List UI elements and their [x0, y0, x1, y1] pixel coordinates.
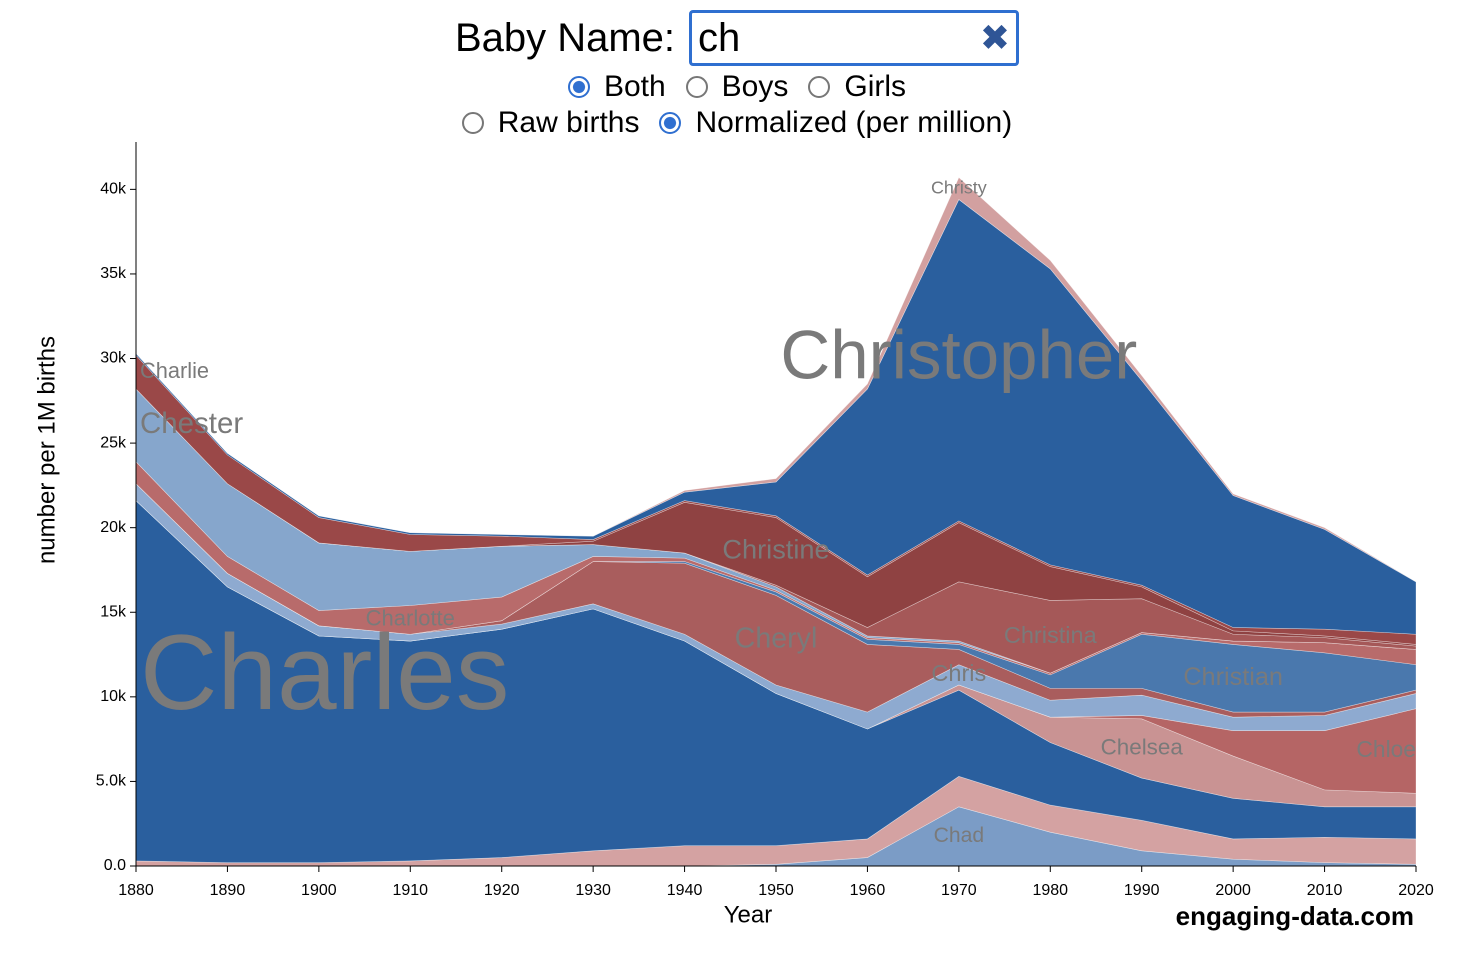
- radio-option[interactable]: Girls: [808, 70, 906, 104]
- credit: engaging-data.com: [1176, 901, 1414, 931]
- x-tick-label: 1970: [941, 882, 977, 899]
- series-label: Christine: [722, 534, 829, 565]
- radio-dot[interactable]: [461, 112, 484, 134]
- x-tick-label: 1990: [1124, 882, 1160, 899]
- y-tick-label: 20k: [100, 519, 127, 536]
- clear-button[interactable]: ✖: [979, 17, 1011, 58]
- area: [135, 177, 1417, 583]
- x-tick-label: 1980: [1032, 882, 1068, 899]
- series-label: Christina: [1004, 622, 1098, 648]
- series-label: Christy: [931, 177, 987, 197]
- sex-radios: Both Boys Girls: [0, 70, 1474, 104]
- x-tick-label: 1950: [758, 882, 794, 899]
- x-tick-label: 1920: [484, 882, 520, 899]
- y-axis-label: number per 1M births: [33, 336, 60, 564]
- y-tick-label: 0.0: [104, 857, 126, 874]
- radio-dot[interactable]: [659, 112, 682, 134]
- series-label: Chloe: [1356, 736, 1416, 762]
- y-tick-label: 15k: [100, 603, 127, 620]
- x-tick-label: 2020: [1398, 882, 1434, 899]
- series-label: Charlie: [140, 358, 209, 383]
- x-tick-label: 1940: [667, 882, 703, 899]
- x-tick-label: 2000: [1215, 882, 1251, 899]
- radio-label: Both: [603, 70, 666, 103]
- radio-label: Normalized (per million): [695, 106, 1013, 139]
- radio-label: Raw births: [497, 106, 640, 139]
- series-label: Christian: [1183, 663, 1283, 691]
- radio-dot[interactable]: [808, 76, 831, 98]
- radio-option[interactable]: Raw births: [461, 106, 640, 140]
- y-tick-label: 25k: [100, 434, 127, 451]
- series-label: Charlotte: [366, 606, 455, 631]
- radio-option[interactable]: Both: [567, 70, 666, 104]
- y-tick-label: 10k: [100, 688, 127, 705]
- x-tick-label: 1890: [210, 882, 246, 899]
- scale-radios: Raw births Normalized (per million): [0, 106, 1474, 140]
- x-axis-label: Year: [724, 901, 773, 928]
- series-label: Chad: [934, 824, 985, 847]
- name-label: Baby Name:: [454, 15, 676, 60]
- input-text: ch: [698, 15, 741, 60]
- radio-option[interactable]: Normalized (per million): [659, 106, 1012, 140]
- x-tick-label: 1930: [575, 882, 611, 899]
- radio-label: Girls: [844, 70, 907, 103]
- name-input[interactable]: ch ✖: [689, 10, 1020, 66]
- series-label: Christopher: [780, 315, 1137, 393]
- series-label: Chester: [140, 407, 243, 440]
- radio-dot[interactable]: [567, 76, 590, 98]
- x-tick-label: 1900: [301, 882, 337, 899]
- x-tick-label: 1960: [850, 882, 886, 899]
- series-label: Charles: [140, 612, 509, 732]
- radio-label: Boys: [721, 70, 789, 103]
- y-tick-label: 30k: [100, 350, 127, 367]
- series-label: Chelsea: [1101, 734, 1184, 759]
- series-label: Cheryl: [735, 623, 818, 655]
- x-tick-label: 1910: [392, 882, 428, 899]
- y-tick-label: 40k: [100, 181, 127, 198]
- radio-option[interactable]: Boys: [685, 70, 789, 104]
- x-tick-label: 2010: [1307, 882, 1343, 899]
- controls: Baby Name: ch ✖ Both Boys Girls Raw births…: [0, 0, 1474, 140]
- y-tick-label: 5.0k: [96, 773, 127, 790]
- x-tick-label: 1880: [118, 882, 154, 899]
- series-label: Chris: [931, 660, 986, 686]
- y-tick-label: 35k: [100, 265, 127, 282]
- radio-dot[interactable]: [685, 76, 708, 98]
